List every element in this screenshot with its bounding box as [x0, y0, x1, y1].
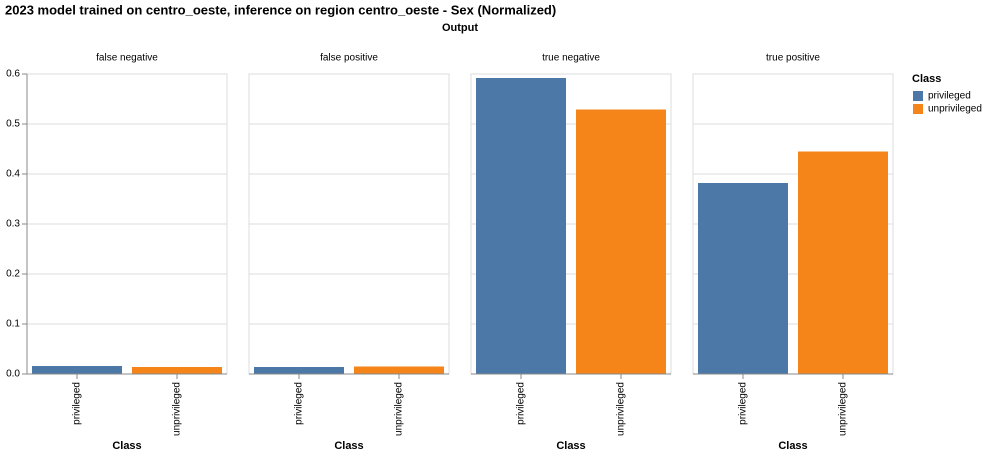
legend-label: unprivileged — [928, 104, 982, 115]
y-tick-label: 0.3 — [6, 219, 20, 230]
legend-swatch — [913, 91, 923, 101]
x-axis-label: Class — [334, 440, 363, 452]
panel-title: true positive — [766, 53, 820, 64]
legend-label: privileged — [928, 91, 971, 102]
y-tick-label: 0.2 — [6, 269, 20, 280]
x-tick-label: privileged — [738, 382, 749, 425]
bar — [576, 109, 666, 374]
x-tick-label: privileged — [72, 382, 83, 425]
x-tick-label: unprivileged — [616, 382, 627, 436]
panel-title: true negative — [542, 53, 600, 64]
legend-swatch — [913, 104, 923, 114]
x-tick-label: unprivileged — [394, 382, 405, 436]
bar — [32, 366, 122, 374]
x-tick-label: unprivileged — [838, 382, 849, 436]
y-tick-label: 0.5 — [6, 119, 20, 130]
panel-title: false negative — [96, 53, 158, 64]
y-tick-label: 0.0 — [6, 369, 20, 380]
bar — [254, 367, 344, 374]
column-title: Output — [442, 22, 478, 34]
bar — [132, 367, 222, 374]
legend-title: Class — [912, 73, 941, 85]
chart-title: 2023 model trained on centro_oeste, infe… — [5, 2, 556, 17]
bar — [354, 366, 444, 374]
y-tick-label: 0.6 — [6, 69, 20, 80]
bar — [476, 78, 566, 374]
x-axis-label: Class — [112, 440, 141, 452]
y-tick-label: 0.1 — [6, 319, 20, 330]
panel-title: false positive — [320, 53, 378, 64]
x-tick-label: privileged — [516, 382, 527, 425]
x-tick-label: privileged — [294, 382, 305, 425]
bar — [798, 151, 888, 374]
y-tick-label: 0.4 — [6, 169, 20, 180]
x-axis-label: Class — [556, 440, 585, 452]
x-axis-label: Class — [778, 440, 807, 452]
x-tick-label: unprivileged — [172, 382, 183, 436]
bar — [698, 183, 788, 374]
